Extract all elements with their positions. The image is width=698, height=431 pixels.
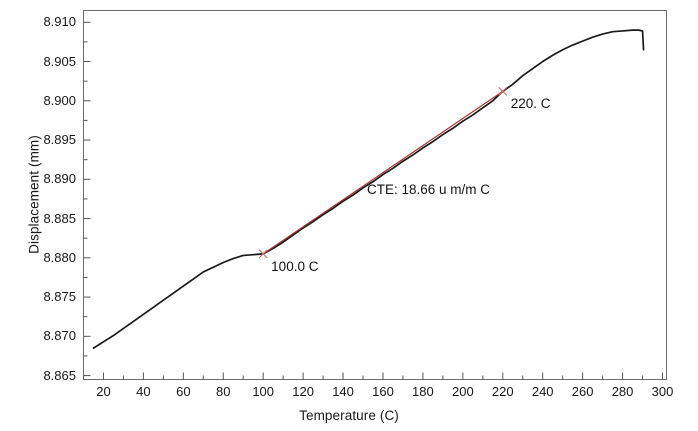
fit-markers-group xyxy=(258,86,508,259)
plot-frame xyxy=(83,10,667,380)
fit-start-marker xyxy=(258,249,268,259)
fit-end-label: 220. C xyxy=(510,95,551,111)
cte-value-label: CTE: 18.66 u m/m C xyxy=(367,182,491,198)
x-tick-label: 80 xyxy=(216,384,231,399)
x-tick-label: 20 xyxy=(96,384,111,399)
x-tick-label: 200 xyxy=(451,384,474,399)
y-axis-ticks xyxy=(83,21,91,377)
x-tick-label: 120 xyxy=(292,384,314,399)
y-tick-label: 8.885 xyxy=(43,210,76,226)
plot-border xyxy=(83,10,667,380)
x-tick-label: 60 xyxy=(176,384,191,399)
y-tick-label: 8.865 xyxy=(43,367,76,383)
x-tick-label: 260 xyxy=(571,384,594,399)
x-axis-title: Temperature (C) xyxy=(299,408,399,423)
x-tick-label: 180 xyxy=(412,384,434,399)
y-tick-label: 8.890 xyxy=(43,171,76,187)
y-tick-label: 8.910 xyxy=(43,14,76,30)
y-tick-label: 8.905 xyxy=(43,53,76,69)
y-tick-label: 8.875 xyxy=(43,289,76,305)
x-tick-label: 160 xyxy=(372,384,394,399)
x-tick-label: 240 xyxy=(531,384,554,399)
series-cte-fit-line xyxy=(262,90,504,255)
data-series-group xyxy=(92,29,645,349)
x-tick-label: 300 xyxy=(651,384,674,399)
y-tick-label: 8.880 xyxy=(43,249,76,265)
x-tick-label: 280 xyxy=(611,384,634,399)
series-measured-displacement xyxy=(92,29,645,349)
y-tick-label: 8.900 xyxy=(43,92,76,108)
y-axis-title: Displacement (mm) xyxy=(26,135,42,254)
x-axis-ticks xyxy=(83,372,664,380)
x-tick-label: 100 xyxy=(252,384,275,399)
fit-start-label: 100.0 C xyxy=(271,259,319,274)
x-tick-label: 220 xyxy=(491,384,514,399)
fit-end-marker xyxy=(498,86,508,96)
x-tick-label: 40 xyxy=(136,384,151,399)
x-tick-label: 140 xyxy=(332,384,354,399)
y-tick-label: 8.870 xyxy=(43,328,76,344)
y-tick-label: 8.895 xyxy=(43,132,76,148)
